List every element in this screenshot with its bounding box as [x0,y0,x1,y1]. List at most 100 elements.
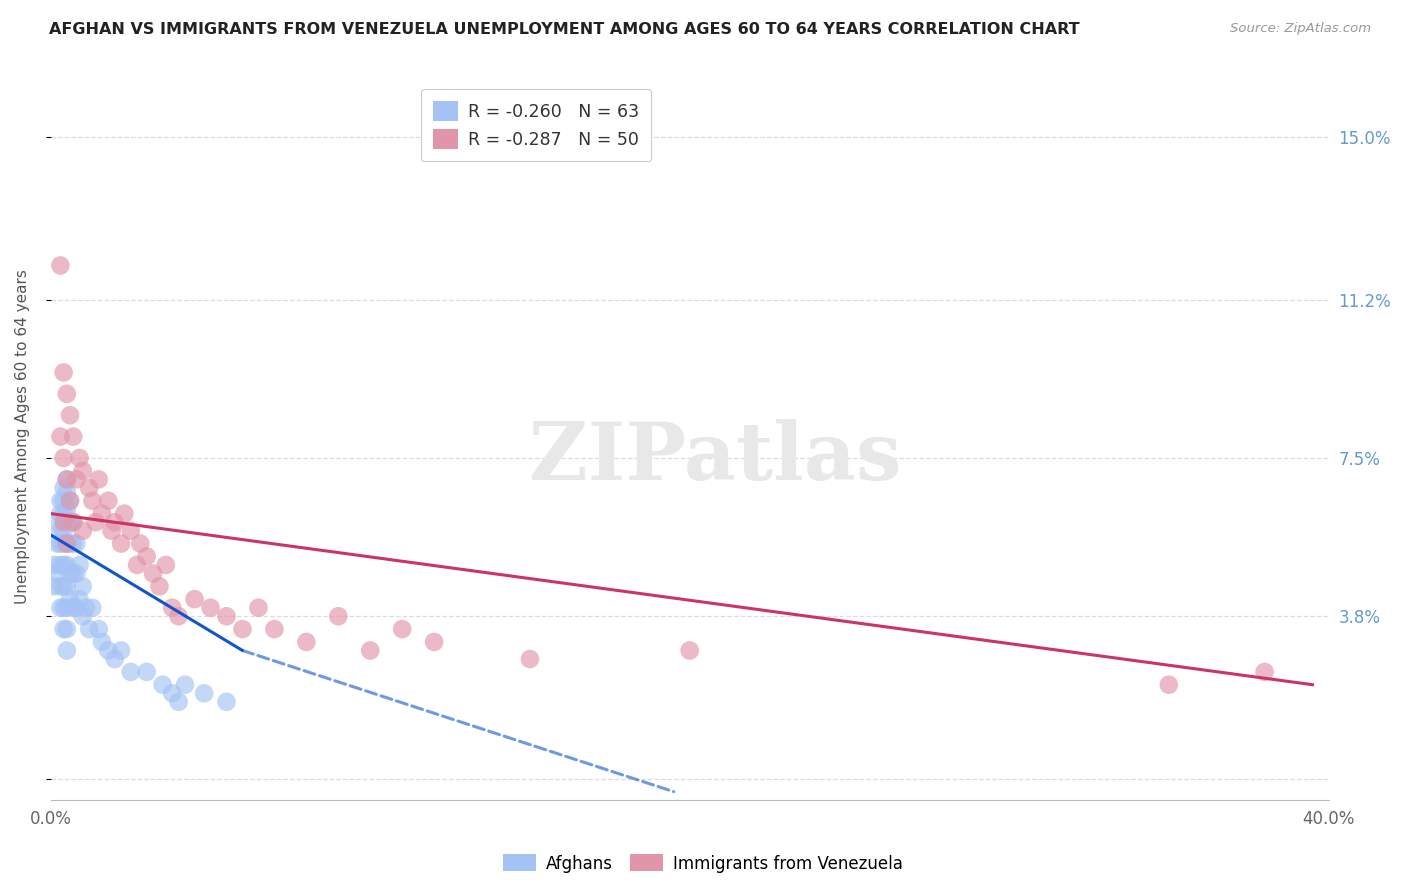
Point [125,558,148,572]
Point [59,566,82,581]
Point [42,579,65,593]
Point [65,472,87,486]
Point [174,678,197,692]
Point [231,622,253,636]
Point [52,600,75,615]
Point [247,600,270,615]
Point [519,652,541,666]
Point [77,622,100,636]
Point [104,515,127,529]
Point [100,524,122,538]
Point [52,524,75,538]
Point [129,536,152,550]
Y-axis label: Unemployment Among Ages 60 to 64 years: Unemployment Among Ages 60 to 64 years [15,269,30,604]
Point [56,515,79,529]
Point [62,515,84,529]
Point [104,652,127,666]
Point [52,493,75,508]
Point [52,450,75,465]
Point [49,507,72,521]
Point [328,609,350,624]
Point [167,609,190,624]
Point [52,366,75,380]
Point [49,579,72,593]
Point [42,558,65,572]
Point [142,566,165,581]
Point [69,450,91,465]
Point [56,536,79,550]
Point [75,600,97,615]
Point [56,579,79,593]
Point [110,643,132,657]
Text: ZIPatlas: ZIPatlas [529,419,901,498]
Point [295,635,318,649]
Point [59,515,82,529]
Point [52,507,75,521]
Point [1157,678,1180,692]
Point [52,536,75,550]
Text: AFGHAN VS IMMIGRANTS FROM VENEZUELA UNEMPLOYMENT AMONG AGES 60 TO 64 YEARS CORRE: AFGHAN VS IMMIGRANTS FROM VENEZUELA UNEM… [49,22,1080,37]
Point [62,536,84,550]
Point [423,635,446,649]
Point [193,686,215,700]
Point [62,429,84,443]
Point [110,536,132,550]
Point [155,558,177,572]
Point [56,622,79,636]
Point [215,609,238,624]
Point [56,472,79,486]
Point [65,600,87,615]
Point [52,579,75,593]
Point [87,622,110,636]
Point [160,600,183,615]
Point [160,686,183,700]
Point [49,493,72,508]
Point [391,622,413,636]
Point [59,536,82,550]
Point [152,678,174,692]
Point [56,536,79,550]
Point [97,643,120,657]
Point [97,493,120,508]
Point [120,524,142,538]
Point [72,524,94,538]
Point [112,507,135,521]
Point [49,600,72,615]
Point [56,600,79,615]
Legend: R = -0.260   N = 63, R = -0.287   N = 50: R = -0.260 N = 63, R = -0.287 N = 50 [422,89,651,161]
Point [69,558,91,572]
Point [52,515,75,529]
Point [87,472,110,486]
Point [679,643,702,657]
Text: Source: ZipAtlas.com: Source: ZipAtlas.com [1230,22,1371,36]
Point [77,481,100,495]
Point [62,566,84,581]
Point [167,695,190,709]
Point [1253,665,1275,679]
Point [183,592,205,607]
Point [59,493,82,508]
Point [84,515,107,529]
Point [59,408,82,422]
Point [49,259,72,273]
Point [72,579,94,593]
Point [263,622,285,636]
Point [56,387,79,401]
Point [49,536,72,550]
Point [49,558,72,572]
Point [52,558,75,572]
Point [215,695,238,709]
Point [56,558,79,572]
Point [69,592,91,607]
Point [135,549,157,564]
Point [52,622,75,636]
Point [62,515,84,529]
Point [148,579,170,593]
Point [82,493,104,508]
Point [91,635,114,649]
Point [65,536,87,550]
Point [91,507,114,521]
Point [72,609,94,624]
Point [49,524,72,538]
Point [62,600,84,615]
